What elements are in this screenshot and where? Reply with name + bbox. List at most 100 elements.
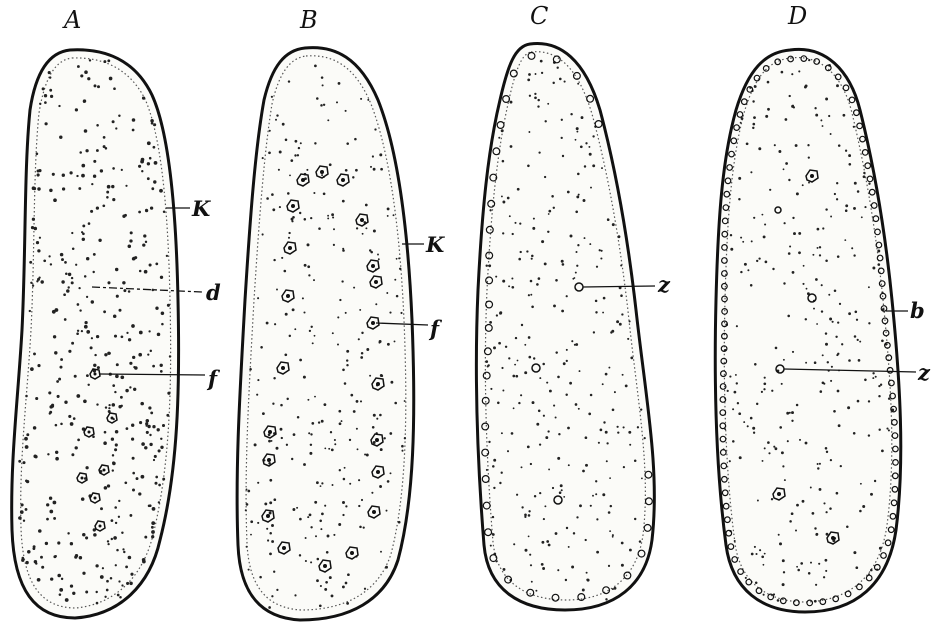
granule-dot (394, 278, 397, 281)
granule-dot (732, 440, 735, 443)
granule-dot (95, 590, 98, 594)
blastoderm-cell (779, 597, 787, 605)
granule-dot (85, 256, 90, 261)
granule-dot (624, 384, 628, 388)
blastoderm-cell (819, 598, 827, 606)
granule-dot (149, 206, 154, 210)
granule-dot (836, 354, 839, 357)
granule-dot (841, 343, 844, 346)
granule-dot (754, 581, 758, 584)
granule-dot (805, 361, 808, 364)
granule-dot (735, 382, 738, 385)
granule-dot (56, 394, 60, 398)
panel-b-outline (235, 46, 416, 622)
granule-dot (571, 340, 574, 343)
blastoderm-cell (721, 295, 728, 303)
granule-dot (746, 425, 749, 428)
blastoderm-cell (842, 84, 850, 92)
granule-dot (112, 461, 116, 466)
granule-dot (151, 535, 155, 539)
granule-dot (161, 322, 164, 326)
granule-dot (344, 311, 347, 314)
blastoderm-cell (721, 270, 728, 277)
blastoderm-cell (722, 204, 730, 212)
granule-dot (529, 553, 532, 556)
granule-dot (321, 84, 324, 87)
granule-dot (791, 73, 794, 76)
granule-dot (380, 550, 382, 553)
granule-dot (95, 149, 99, 152)
granule-dot (887, 429, 890, 432)
granule-dot (261, 157, 264, 160)
granule-dot (389, 432, 393, 435)
granule-dot (524, 513, 527, 517)
granule-dot (397, 520, 401, 524)
granule-dot (52, 335, 57, 339)
granule-dot (41, 87, 45, 91)
granule-dot (561, 263, 565, 266)
granule-dot (296, 154, 300, 157)
granule-dot (49, 405, 53, 409)
granule-dot (330, 594, 334, 598)
granule-dot (352, 176, 355, 179)
granule-dot (878, 546, 882, 550)
granule-dot (52, 500, 57, 505)
granule-dot (131, 437, 135, 441)
granule-dot (84, 320, 88, 325)
granule-dot (81, 173, 85, 178)
blastoderm-cell (876, 254, 884, 262)
blastoderm-cell (793, 599, 800, 607)
cell-marker (336, 173, 350, 187)
blastoderm-cell (719, 422, 727, 430)
granule-dot (113, 87, 116, 91)
granule-dot (290, 159, 294, 162)
panel-c-nuclei (531, 282, 584, 505)
granule-dot (487, 364, 490, 367)
granule-dot (825, 342, 828, 346)
blastoderm-cell (483, 347, 492, 356)
granule-dot (129, 581, 133, 586)
granule-dot (372, 229, 376, 233)
granule-dot (797, 568, 800, 572)
granule-dot (83, 324, 88, 329)
granule-dot (356, 448, 359, 451)
granule-dot (398, 267, 402, 271)
granule-dot (554, 416, 557, 419)
granule-dot (265, 321, 269, 325)
granule-dot (792, 216, 795, 220)
cell-marker (366, 259, 380, 273)
granule-dot (20, 503, 24, 507)
granule-dot (556, 66, 559, 69)
granule-dot (528, 355, 532, 359)
cell-marker (371, 465, 385, 479)
granule-dot (151, 288, 155, 292)
granule-dot (71, 453, 75, 457)
granule-dot (114, 267, 119, 272)
granule-dot (488, 440, 491, 444)
granule-dot (358, 479, 361, 482)
granule-dot (117, 515, 121, 518)
cell-marker (318, 559, 332, 573)
granule-dot (155, 475, 159, 479)
granule-dot (511, 277, 514, 280)
granule-dot (143, 234, 147, 238)
granule-dot (485, 360, 489, 363)
granule-dot (524, 371, 528, 375)
panel-b-letter: B (299, 6, 318, 34)
granule-dot (76, 303, 80, 306)
granule-dot (877, 249, 881, 253)
granule-dot (813, 307, 815, 310)
granule-dot (611, 329, 615, 333)
granule-dot (106, 579, 109, 583)
panel-b-granules (244, 64, 407, 609)
granule-dot (872, 266, 876, 270)
granule-dot (319, 584, 322, 588)
granule-dot (510, 432, 514, 435)
granule-dot (102, 136, 106, 139)
granule-dot (74, 446, 78, 450)
granule-dot (613, 586, 617, 590)
blastoderm-cell (885, 354, 893, 362)
granule-dot (577, 82, 580, 85)
granule-dot (752, 426, 756, 430)
blastoderm-cell (832, 595, 840, 603)
